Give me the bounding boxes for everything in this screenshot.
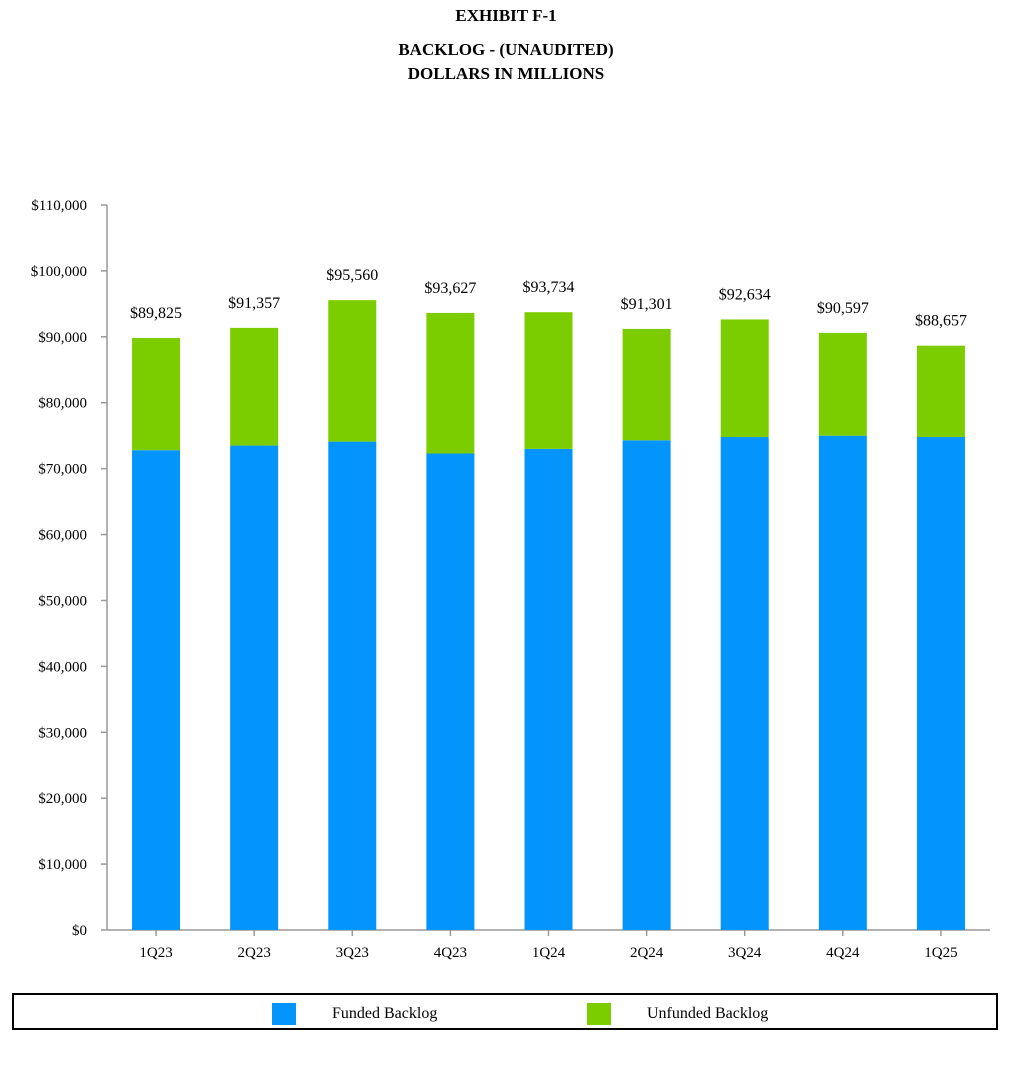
bar-unfunded [916, 345, 965, 437]
bar-funded [524, 448, 573, 930]
y-tick-label: $20,000 [38, 791, 87, 807]
y-tick-label: $0 [72, 923, 87, 939]
exhibit-title: EXHIBIT F-1 [455, 6, 557, 25]
y-tick-label: $10,000 [38, 857, 87, 873]
total-data-label: $89,825 [130, 305, 182, 322]
bar-unfunded [720, 319, 769, 437]
y-tick-label: $50,000 [38, 593, 87, 609]
legend-swatch-funded [272, 1003, 296, 1025]
total-data-label: $93,627 [424, 280, 476, 297]
bar-unfunded [426, 312, 475, 454]
chart-subtitle: DOLLARS IN MILLIONS [407, 64, 605, 83]
bar-funded [328, 441, 377, 930]
bar-funded [622, 440, 671, 930]
bar-funded [132, 450, 181, 930]
legend-label-unfunded: Unfunded Backlog [647, 1005, 769, 1022]
total-data-label: $91,301 [621, 296, 673, 313]
y-tick-label: $70,000 [38, 462, 87, 478]
y-tick-label: $60,000 [38, 528, 87, 544]
x-tick-label: 4Q23 [434, 945, 467, 961]
x-tick-label: 2Q24 [630, 945, 664, 961]
total-data-label: $93,734 [523, 279, 575, 296]
chart-legend: Funded Backlog Unfunded Backlog [12, 993, 998, 1030]
bar-funded [230, 445, 279, 930]
bar-unfunded [132, 337, 181, 451]
y-tick-label: $40,000 [38, 659, 87, 675]
total-data-label: $90,597 [817, 300, 869, 317]
bar-unfunded [328, 300, 377, 442]
x-tick-label: 4Q24 [826, 945, 860, 961]
legend-item-unfunded: Unfunded Backlog [587, 1003, 768, 1025]
bar-funded [426, 453, 475, 930]
legend-label-funded: Funded Backlog [332, 1005, 438, 1022]
chart-title: BACKLOG - (UNAUDITED) [398, 40, 614, 59]
x-tick-label: 1Q24 [532, 945, 566, 961]
y-tick-label: $100,000 [31, 264, 87, 280]
x-tick-label: 1Q23 [139, 945, 172, 961]
total-data-label: $92,634 [719, 286, 771, 303]
total-data-label: $95,560 [326, 267, 378, 284]
bar-unfunded [230, 327, 279, 446]
bar-unfunded [818, 332, 867, 436]
bar-funded [818, 435, 867, 930]
x-tick-label: 3Q24 [728, 945, 762, 961]
x-tick-label: 3Q23 [336, 945, 369, 961]
legend-item-funded: Funded Backlog [272, 1003, 437, 1025]
bar-funded [720, 437, 769, 930]
bar-unfunded [622, 328, 671, 441]
x-tick-label: 2Q23 [237, 945, 270, 961]
bar-funded [916, 437, 965, 930]
backlog-bar-chart: $0 $10,000 $20,000 $30,000 $40,000 $50,000 $60… [31, 198, 990, 961]
y-tick-label: $90,000 [38, 330, 87, 346]
total-data-label: $88,657 [915, 313, 967, 330]
legend-swatch-unfunded [587, 1003, 611, 1025]
total-data-label: $91,357 [228, 295, 280, 312]
y-tick-label: $110,000 [31, 198, 87, 214]
bar-unfunded [524, 312, 573, 449]
y-tick-label: $80,000 [38, 396, 87, 412]
y-tick-label: $30,000 [38, 725, 87, 741]
x-tick-label: 1Q25 [924, 945, 957, 961]
